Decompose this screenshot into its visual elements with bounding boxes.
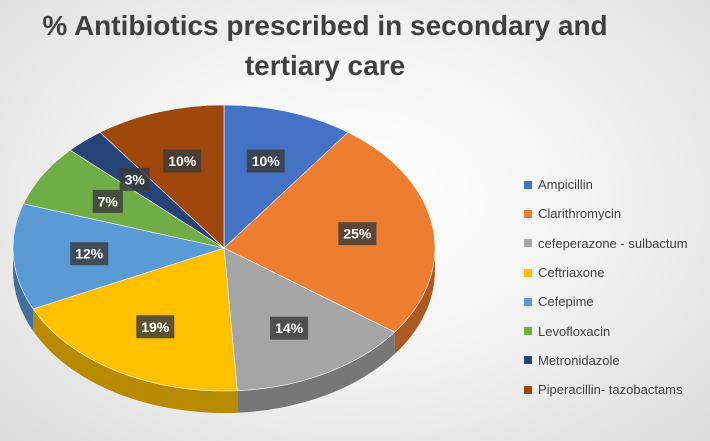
legend-label: Piperacillin- tazobactams xyxy=(538,382,683,398)
data-label-box xyxy=(70,242,109,266)
legend-item-levofloxacin: Levofloxacin xyxy=(524,316,710,345)
legend-item-ampicillin: Ampicillin xyxy=(524,170,710,199)
data-label-levofloxacin: 7% xyxy=(92,189,123,213)
legend-swatch xyxy=(524,180,532,189)
legend-swatch xyxy=(524,297,532,306)
pie-slice-cefepime xyxy=(12,203,226,310)
legend-swatch xyxy=(524,209,532,218)
data-label-ceftriaxone: 19% xyxy=(136,315,175,339)
legend-item-cefeperazone-sulbactum: cefeperazone - sulbactum xyxy=(524,229,710,258)
data-label-box xyxy=(136,315,175,339)
chart-legend: Ampicillin Clarithromycin cefeperazone - s… xyxy=(524,170,710,404)
pie-slice-cefeperazone-sulbactum xyxy=(223,247,396,392)
legend-label: Ceftriaxone xyxy=(538,265,605,281)
legend-swatch xyxy=(524,268,532,277)
data-label-cefeperazone-sulbactum: 14% xyxy=(270,316,309,340)
pie-side-clarithromycin xyxy=(394,248,435,355)
legend-item-piperacillin-tazobactams: Piperacillin- tazobactams xyxy=(524,375,710,404)
legend-swatch xyxy=(524,356,532,365)
data-label-box xyxy=(338,222,377,246)
data-label-box xyxy=(119,167,150,191)
chart-title-line-2: tertiary care xyxy=(244,50,406,81)
legend-swatch xyxy=(524,239,532,248)
data-label-piperacillin-tazobactams: 10% xyxy=(163,149,202,173)
pie-side-cefepime xyxy=(13,248,34,331)
legend-label: Levofloxacin xyxy=(538,323,611,339)
data-label-text: 25% xyxy=(343,226,372,242)
chart-title-line-1: % Antibiotics prescribed in secondary an… xyxy=(42,10,608,41)
legend-label: Ampicillin xyxy=(538,177,593,193)
data-label-text: 3% xyxy=(125,171,146,187)
legend-item-cefepime: Cefepime xyxy=(524,287,710,316)
legend-label: cefeperazone - sulbactum xyxy=(538,235,688,251)
data-label-text: 19% xyxy=(141,319,170,335)
legend-swatch xyxy=(524,327,532,336)
data-label-box xyxy=(246,149,285,173)
legend-item-clarithromycin: Clarithromycin xyxy=(524,199,710,228)
data-label-ampicillin: 10% xyxy=(246,149,285,173)
legend-label: Clarithromycin xyxy=(538,206,622,222)
pie-slice-ampicillin xyxy=(223,104,349,249)
legend-swatch xyxy=(524,385,532,394)
data-label-text: 10% xyxy=(168,153,197,169)
data-label-box xyxy=(163,149,202,173)
pie-slice-piperacillin-tazobactams xyxy=(99,104,225,249)
chart-title: % Antibiotics prescribed in secondary an… xyxy=(0,6,650,86)
data-label-clarithromycin: 25% xyxy=(338,222,377,246)
legend-item-metronidazole: Metronidazole xyxy=(524,346,710,375)
legend-item-ceftriaxone: Ceftriaxone xyxy=(524,258,710,287)
data-label-box xyxy=(92,189,123,213)
pie-side-ceftriaxone xyxy=(33,308,238,413)
data-label-text: 7% xyxy=(98,193,119,209)
data-label-text: 10% xyxy=(252,153,281,169)
legend-label: Metronidazole xyxy=(538,352,620,368)
data-label-cefepime: 12% xyxy=(70,242,109,266)
data-label-metronidazole: 3% xyxy=(119,167,150,191)
data-label-text: 12% xyxy=(75,246,104,262)
pie-side-cefeperazone-sulbactum xyxy=(237,332,395,413)
data-label-text: 14% xyxy=(275,320,304,336)
pie-slice-ceftriaxone xyxy=(32,247,238,392)
data-label-box xyxy=(270,316,309,340)
pie-slice-clarithromycin xyxy=(223,131,436,333)
legend-label: Cefepime xyxy=(538,294,594,310)
